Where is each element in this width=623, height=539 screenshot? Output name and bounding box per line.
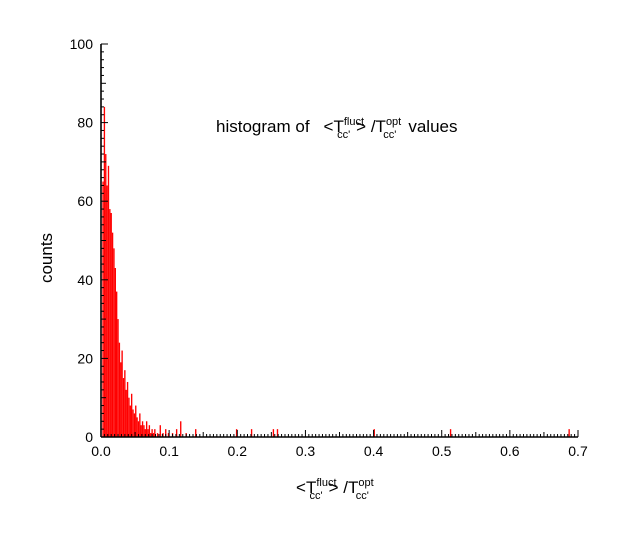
histogram-bar-42: [165, 429, 167, 437]
x-title-t1-sup: fluct: [316, 477, 336, 489]
axes: [100, 44, 578, 438]
x-title-t1: T: [306, 478, 316, 497]
y-axis-title: counts: [37, 233, 56, 283]
title-lt: <: [324, 117, 334, 136]
histogram-bar-14: [121, 350, 123, 437]
histogram-bar-27: [139, 413, 141, 437]
histogram-bar-43: [167, 433, 170, 437]
histogram-bar-23: [133, 413, 136, 437]
y-tick-label: 20: [77, 350, 93, 366]
histogram-bar-2: [105, 154, 107, 438]
histogram-bar-46: [180, 421, 182, 437]
histogram-bar-30: [143, 425, 145, 437]
x-tick-label: 0.0: [91, 443, 111, 459]
histogram-bar-38: [154, 429, 156, 437]
histogram-bar-52: [276, 429, 279, 437]
histogram-bar-36: [151, 429, 153, 437]
chart-title: histogram of <Tfluct cc' > /Topt cc' values: [216, 116, 457, 141]
histogram-bar-17: [125, 389, 127, 437]
histogram-bar-10: [115, 291, 118, 437]
histogram-bar-54: [449, 429, 452, 437]
histogram-bar-13: [120, 362, 122, 437]
histogram-bar-20: [129, 405, 131, 437]
histogram-bar-55: [568, 429, 570, 437]
histogram-bar-19: [128, 397, 130, 437]
x-title-gt-slash: > /: [329, 478, 349, 497]
histogram-bar-8: [113, 248, 115, 437]
histogram-bar-4: [107, 165, 110, 437]
title-gt-slash: > /: [356, 117, 376, 136]
histogram-bar-40: [159, 425, 161, 437]
histogram-bar-12: [118, 342, 121, 437]
y-tick-label: 0: [85, 429, 93, 445]
histogram-bar-0: [102, 181, 104, 437]
histogram-bar-9: [114, 268, 116, 437]
histogram-bar-3: [106, 185, 108, 437]
x-title-t1-sub: cc': [310, 490, 323, 502]
histogram-bar-32: [145, 421, 148, 437]
x-title-t2-sup: opt: [358, 477, 373, 489]
title-t2: T: [376, 117, 386, 136]
histogram-bar-26: [137, 421, 140, 437]
title-t2-sub: cc': [383, 129, 396, 141]
x-tick-label: 0.3: [296, 443, 316, 459]
histogram-bar-28: [140, 425, 142, 437]
x-tick-label: 0.6: [500, 443, 520, 459]
histogram-bar-25: [136, 417, 138, 437]
histogram-bar-22: [132, 409, 134, 437]
title-suffix: values: [408, 117, 457, 136]
histogram-bar-39: [156, 433, 159, 437]
histogram-bar-50: [250, 429, 253, 437]
y-tick-label: 100: [70, 36, 94, 52]
histogram-bar-51: [272, 429, 275, 437]
histogram-bar-15: [122, 378, 125, 437]
x-tick-label: 0.5: [432, 443, 452, 459]
histogram-bar-53: [373, 429, 375, 437]
histogram-bar-5: [109, 209, 111, 437]
axis-ticks: [100, 43, 579, 438]
histogram-bar-35: [150, 433, 152, 437]
histogram-bar-49: [235, 429, 238, 437]
histogram-bar-48: [195, 429, 197, 437]
x-tick-label: 0.1: [159, 443, 179, 459]
histogram-bar-24: [135, 405, 137, 437]
histogram-bar-31: [144, 429, 146, 437]
axis-tick-labels: 0.0 0.1 0.2 0.3 0.4 0.5 0.6 0.7 0 20 40 60 80 100: [70, 36, 588, 459]
title-t2-sup: opt: [386, 116, 401, 128]
histogram-bar-18: [126, 381, 129, 437]
histogram-bar-41: [162, 433, 164, 437]
y-tick-label: 40: [77, 272, 93, 288]
x-title-lt: <: [296, 478, 306, 497]
y-tick-label: 80: [77, 115, 93, 131]
title-t1-sup: fluct: [344, 116, 364, 128]
title-t1-sub: cc': [337, 129, 350, 141]
y-tick-label: 60: [77, 193, 93, 209]
histogram-bar-29: [141, 421, 144, 437]
histogram-bar-37: [152, 433, 155, 437]
histogram-bar-16: [124, 370, 126, 437]
histogram-bar-1: [103, 106, 106, 437]
x-tick-label: 0.4: [364, 443, 384, 459]
histogram-bar-33: [147, 429, 149, 437]
title-t1: T: [333, 117, 343, 136]
histogram-bar-6: [110, 212, 112, 437]
histogram-bar-45: [175, 429, 178, 437]
histogram-bar-7: [111, 232, 114, 437]
histogram-bar-34: [148, 425, 151, 437]
histogram-bar-11: [117, 319, 119, 437]
x-axis-title: <Tfluct cc' > /Topt cc': [296, 477, 374, 502]
x-title-t2-sub: cc': [356, 490, 369, 502]
title-prefix: histogram of: [216, 117, 310, 136]
histogram-bars: [102, 106, 570, 438]
x-tick-label: 0.2: [228, 443, 248, 459]
x-title-t2: T: [348, 478, 358, 497]
histogram-bar-21: [130, 393, 133, 437]
x-tick-label: 0.7: [568, 443, 588, 459]
